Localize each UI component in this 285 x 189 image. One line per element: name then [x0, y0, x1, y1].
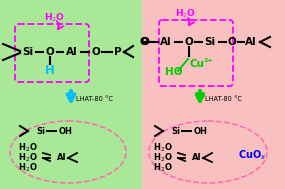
Text: HO: HO [165, 67, 182, 77]
Text: Si: Si [23, 47, 34, 57]
Text: Al: Al [66, 47, 78, 57]
Text: Si: Si [171, 126, 180, 136]
Text: Cu: Cu [190, 59, 205, 69]
Bar [142, 0, 285, 189]
Text: LHAT-80 °C: LHAT-80 °C [76, 96, 113, 102]
Text: H: H [45, 64, 55, 77]
Text: O: O [185, 37, 194, 47]
Text: Si: Si [204, 37, 215, 47]
Text: Al: Al [57, 153, 66, 163]
Text: O: O [46, 47, 54, 57]
Text: O: O [91, 47, 100, 57]
Text: CuO$_x$: CuO$_x$ [238, 148, 266, 162]
Text: Al: Al [192, 153, 201, 163]
Text: Si: Si [36, 126, 45, 136]
Text: H$_2$O: H$_2$O [44, 12, 66, 25]
Text: H$_2$O: H$_2$O [18, 162, 38, 174]
Text: H$_2$O: H$_2$O [18, 142, 38, 154]
Text: Al: Al [245, 37, 257, 47]
Text: Al: Al [160, 37, 172, 47]
Text: OH: OH [59, 126, 73, 136]
Text: LHAT-80 °C: LHAT-80 °C [205, 96, 242, 102]
Text: H$_2$O: H$_2$O [153, 142, 173, 154]
Text: O: O [228, 37, 236, 47]
Bar [0, 0, 142, 189]
Text: O: O [141, 37, 149, 47]
Text: P: P [114, 47, 122, 57]
Text: H$_2$O: H$_2$O [153, 152, 173, 164]
Text: H$_2$O: H$_2$O [176, 8, 197, 20]
Text: H$_2$O: H$_2$O [18, 152, 38, 164]
Text: OH: OH [194, 126, 208, 136]
Text: O: O [140, 37, 148, 47]
Text: H$_2$O: H$_2$O [153, 162, 173, 174]
Text: 2+: 2+ [204, 57, 214, 63]
